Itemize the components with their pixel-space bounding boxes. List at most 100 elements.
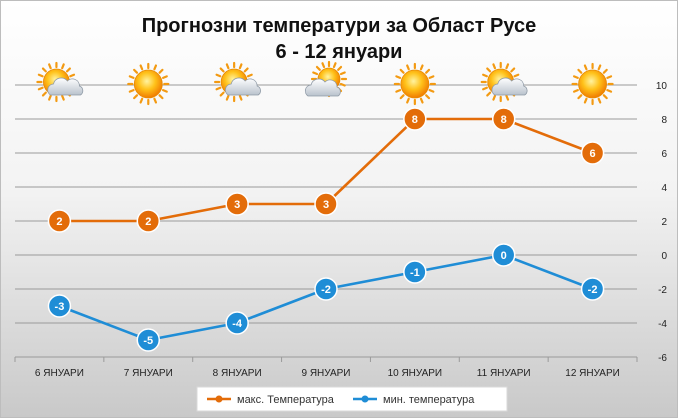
sun-ray	[215, 73, 222, 78]
legend-label-max: макс. Температура	[237, 394, 335, 406]
cloud-shape	[491, 77, 528, 96]
x-tick-label: 6 ЯНУАРИ	[35, 368, 84, 379]
data-label-max: 6	[590, 148, 596, 160]
sun-ray	[339, 82, 346, 87]
sun-ray	[428, 75, 435, 79]
sun-icon	[393, 62, 436, 106]
sun-ray	[419, 64, 424, 71]
data-label-min: -4	[232, 318, 243, 330]
sun-ray	[510, 67, 516, 73]
data-point-max	[314, 192, 338, 216]
sun-ray	[69, 73, 76, 78]
data-point-max	[580, 141, 605, 165]
sun-ray	[406, 64, 410, 71]
sun-ray	[606, 75, 613, 79]
sun-ray	[482, 73, 488, 78]
sun-ray	[513, 73, 520, 78]
y-axis: 10 8 6 4 2 0 -2 -4 -6	[656, 81, 668, 364]
y-tick-label: 6	[661, 149, 667, 160]
cloud-sun-icon	[304, 60, 348, 98]
sun-cloud-icon	[36, 61, 84, 103]
sun-ray	[337, 65, 343, 71]
data-point-min	[403, 260, 427, 284]
sun-ray	[486, 91, 492, 97]
sun-icon	[127, 62, 170, 106]
sun-ray	[238, 63, 243, 70]
data-point-max	[47, 209, 72, 233]
sun-ray	[425, 68, 431, 74]
sun-ray	[428, 89, 435, 93]
y-tick-label: -6	[658, 353, 667, 364]
x-tick-label: 8 ЯНУАРИ	[213, 368, 262, 379]
sun-ray	[321, 62, 326, 69]
x-axis: 6 ЯНУАРИ 7 ЯНУАРИ 8 ЯНУАРИ 9 ЯНУАРИ 10 ЯНУАР…	[14, 357, 638, 379]
sun-ray	[158, 68, 164, 74]
sun-ray	[583, 64, 588, 71]
data-point-min	[314, 277, 338, 301]
sun-ray	[238, 94, 243, 101]
sun-ray	[225, 94, 230, 101]
sun-ray	[339, 71, 346, 76]
sun-ray	[406, 97, 410, 104]
sun-disc	[400, 69, 430, 99]
sun-ray	[61, 94, 65, 101]
data-label-max: 3	[323, 199, 329, 211]
sun-ray	[48, 94, 52, 101]
data-label-max: 8	[412, 114, 418, 126]
sun-ray	[577, 68, 583, 74]
data-point-min	[47, 294, 72, 318]
series-markers: 2 2 3 3 8 8 6 -3 -5 -4 -2 -1 0 -2	[47, 107, 605, 352]
sun-ray	[161, 75, 168, 79]
y-tick-label: 2	[661, 217, 667, 228]
sun-ray	[312, 71, 319, 76]
sun-ray	[315, 65, 321, 71]
data-label-max: 2	[145, 216, 151, 228]
sun-ray	[41, 67, 47, 73]
sun-ray	[61, 63, 65, 70]
sun-cloud-icon	[480, 61, 528, 103]
data-point-max	[403, 107, 427, 131]
sun-ray	[158, 94, 164, 100]
cloud-shape	[225, 77, 261, 96]
legend-marker-min	[361, 395, 369, 403]
sun-ray	[219, 91, 225, 97]
data-label-max: 2	[56, 216, 62, 228]
chart-title: Прогнозни температури за Област Русе	[141, 15, 537, 37]
sun-ray	[395, 75, 402, 79]
sun-ray	[37, 86, 44, 91]
x-tick-label: 9 ЯНУАРИ	[302, 368, 351, 379]
x-tick-label: 12 ЯНУАРИ	[565, 368, 620, 379]
data-point-min	[136, 328, 161, 352]
sun-ray	[215, 86, 222, 91]
sun-ray	[602, 94, 608, 100]
data-point-min	[491, 243, 516, 267]
sun-cloud-icon	[214, 61, 261, 103]
sun-ray	[425, 94, 431, 100]
x-tick-label: 10 ЯНУАРИ	[388, 368, 443, 379]
sun-ray	[133, 68, 139, 74]
sun-disc	[578, 69, 607, 99]
sun-icon	[571, 62, 614, 106]
sun-ray	[492, 63, 497, 70]
weather-icons	[36, 60, 614, 106]
legend-label-min: мин. температура	[383, 394, 475, 406]
sun-ray	[395, 89, 402, 93]
sun-ray	[139, 64, 144, 71]
sun-ray	[399, 68, 405, 74]
data-label-min: -2	[588, 284, 598, 296]
sun-ray	[41, 91, 47, 97]
sun-ray	[505, 94, 510, 101]
sun-ray	[128, 89, 135, 93]
legend: макс. Температура мин. температура	[196, 386, 508, 412]
sun-ray	[399, 94, 405, 100]
sun-ray	[139, 97, 144, 104]
sun-ray	[332, 62, 337, 69]
sun-ray	[572, 75, 579, 79]
sun-ray	[606, 89, 613, 93]
legend-marker-max	[215, 395, 223, 403]
sun-ray	[597, 97, 602, 104]
y-tick-label: 4	[661, 183, 667, 194]
sun-ray	[65, 67, 71, 73]
